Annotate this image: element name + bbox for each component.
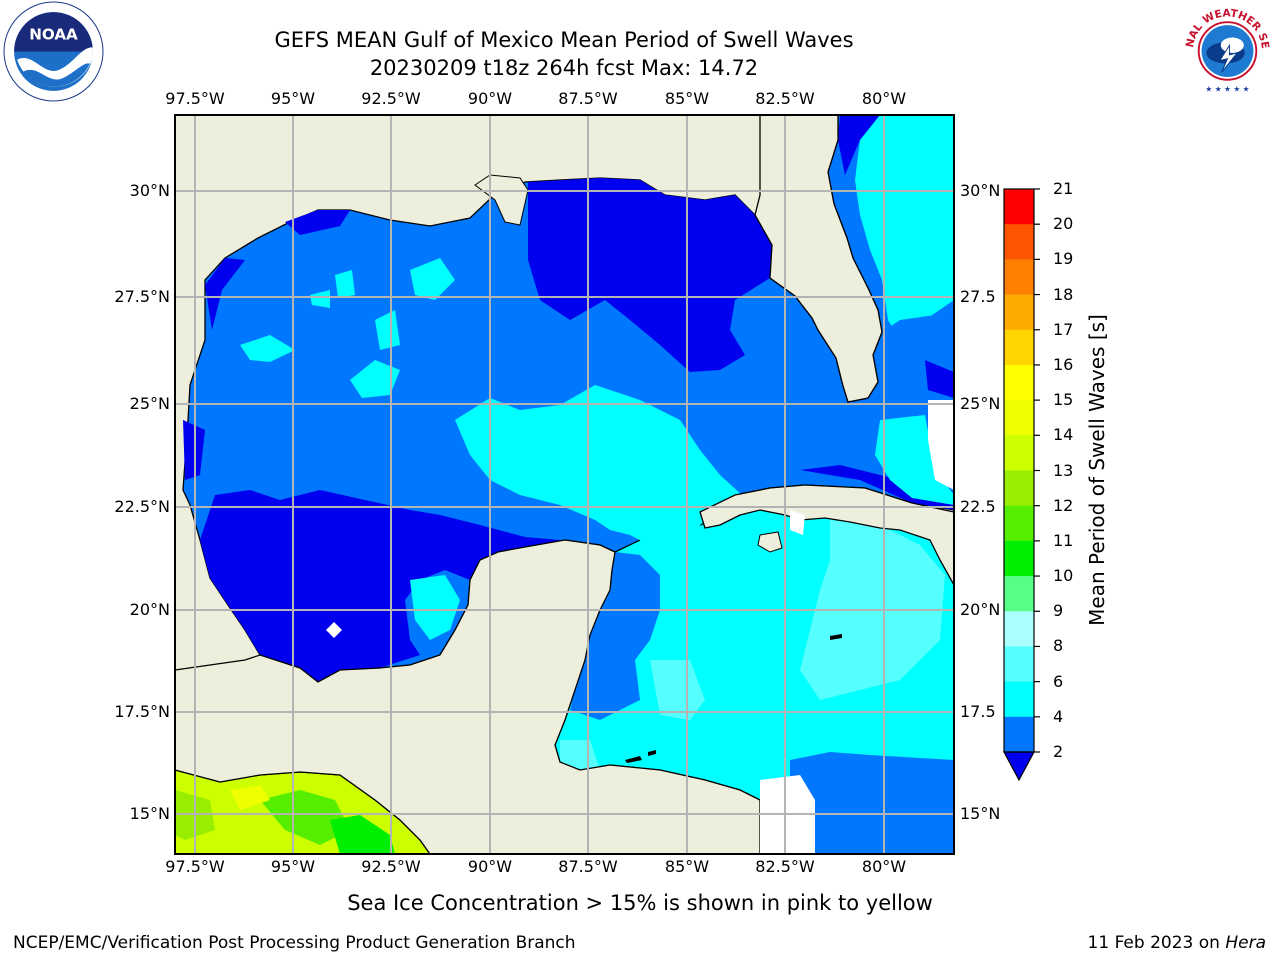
lon-tick-top: 97.5°W <box>165 89 225 108</box>
lat-tick-right: 25°N <box>960 394 1001 413</box>
colorbar-band <box>1004 611 1034 647</box>
map-frame <box>174 114 955 855</box>
lat-tick-right: 30°N <box>960 181 1001 200</box>
lon-tick-top: 87.5°W <box>558 89 618 108</box>
colorbar-label: 19 <box>1053 249 1074 269</box>
colorbar-band <box>1004 189 1034 225</box>
colorbar-label: 18 <box>1053 284 1074 304</box>
colorbar-band <box>1004 505 1034 542</box>
lon-tick-top: 85°W <box>664 89 710 108</box>
colorbar-label: 12 <box>1053 495 1074 515</box>
colorbar-label: 15 <box>1053 390 1074 410</box>
footer-machine: Hera <box>1225 933 1266 953</box>
colorbar-label: 10 <box>1053 566 1074 586</box>
lat-tick-left: 30°N <box>129 181 170 200</box>
map-title: GEFS MEAN Gulf of Mexico Mean Period of … <box>274 28 854 52</box>
lon-tick-bottom: 95°W <box>270 857 316 876</box>
florida-peninsula <box>754 115 883 403</box>
colorbar-label: 13 <box>1053 460 1074 480</box>
lon-tick-bottom: 97.5°W <box>165 857 225 876</box>
colorbar-label: 17 <box>1053 319 1074 339</box>
colorbar <box>1002 188 1040 782</box>
colorbar-label: 6 <box>1053 671 1064 691</box>
lon-tick-top: 95°W <box>270 89 316 108</box>
lat-tick-left: 20°N <box>129 600 170 619</box>
map-subtitle: 20230209 t18z 264h fcst Max: 14.72 <box>369 56 759 80</box>
lat-tick-left: 27.5°N <box>114 287 170 306</box>
colorbar-label: 21 <box>1053 179 1074 198</box>
lat-tick-right: 15°N <box>960 804 1001 823</box>
colorbar-band <box>1004 681 1034 718</box>
lon-tick-bottom: 80°W <box>861 857 907 876</box>
colorbar-band <box>1004 470 1034 507</box>
footer-date-text: 11 Feb 2023 on <box>1087 933 1226 953</box>
lat-tick-right: 22.5 <box>960 497 996 516</box>
colorbar-band <box>1004 435 1034 471</box>
colorbar-band <box>1004 576 1034 612</box>
lon-tick-bottom: 82.5°W <box>755 857 815 876</box>
colorbar-extension <box>1002 751 1036 782</box>
lon-tick-top: 82.5°W <box>755 89 815 108</box>
colorbar-label: 4 <box>1053 706 1064 726</box>
colorbar-label: 11 <box>1053 530 1074 550</box>
lon-tick-top: 80°W <box>861 89 907 108</box>
colorbar-label: 9 <box>1053 601 1064 621</box>
colorbar-band <box>1004 540 1034 577</box>
lat-tick-left: 25°N <box>129 394 170 413</box>
colorbar-band <box>1004 294 1034 331</box>
colorbar-label: 20 <box>1053 214 1074 234</box>
lat-tick-right: 17.5 <box>960 702 996 721</box>
footer-credit: NCEP/EMC/Verification Post Processing Pr… <box>13 933 576 953</box>
colorbar-label: 14 <box>1053 425 1074 445</box>
lon-tick-top: 90°W <box>467 89 513 108</box>
lat-tick-left: 15°N <box>129 804 170 823</box>
colorbar-band <box>1004 329 1034 366</box>
noaa-logo-text: NOAA <box>29 25 78 43</box>
footer-date: 11 Feb 2023 on Hera <box>1088 933 1266 953</box>
nws-logo: NATIONAL WEATHER SERVICE ★ ★ ★ ★ ★ <box>1178 3 1274 98</box>
lat-tick-right: 20°N <box>960 600 1001 619</box>
lon-tick-bottom: 85°W <box>664 857 710 876</box>
graticule <box>175 115 954 854</box>
colorbar-label: 2 <box>1053 742 1064 761</box>
lon-tick-top: 92.5°W <box>361 89 421 108</box>
noaa-logo: NOAA <box>3 1 104 102</box>
lon-tick-bottom: 87.5°W <box>558 857 618 876</box>
lon-tick-bottom: 92.5°W <box>361 857 421 876</box>
lat-tick-left: 17.5°N <box>114 702 170 721</box>
lon-tick-bottom: 90°W <box>467 857 513 876</box>
lat-tick-right: 27.5 <box>960 287 996 306</box>
sea-ice-note: Sea Ice Concentration > 15% is shown in … <box>347 891 933 915</box>
svg-text:★ ★ ★ ★ ★: ★ ★ ★ ★ ★ <box>1205 84 1249 93</box>
lat-tick-left: 22.5°N <box>114 497 170 516</box>
colorbar-label: 8 <box>1053 636 1064 656</box>
low-period-southwest <box>200 490 600 682</box>
colorbar-band <box>1004 364 1034 401</box>
colorbar-band <box>1004 716 1034 753</box>
cuba-island <box>699 484 954 587</box>
colorbar-band <box>1004 400 1034 436</box>
colorbar-title: Mean Period of Swell Waves [s] <box>1085 314 1109 626</box>
colorbar-band <box>1004 646 1034 683</box>
colorbar-band <box>1004 224 1034 260</box>
colorbar-band <box>1004 259 1034 296</box>
colorbar-label: 16 <box>1053 354 1074 374</box>
